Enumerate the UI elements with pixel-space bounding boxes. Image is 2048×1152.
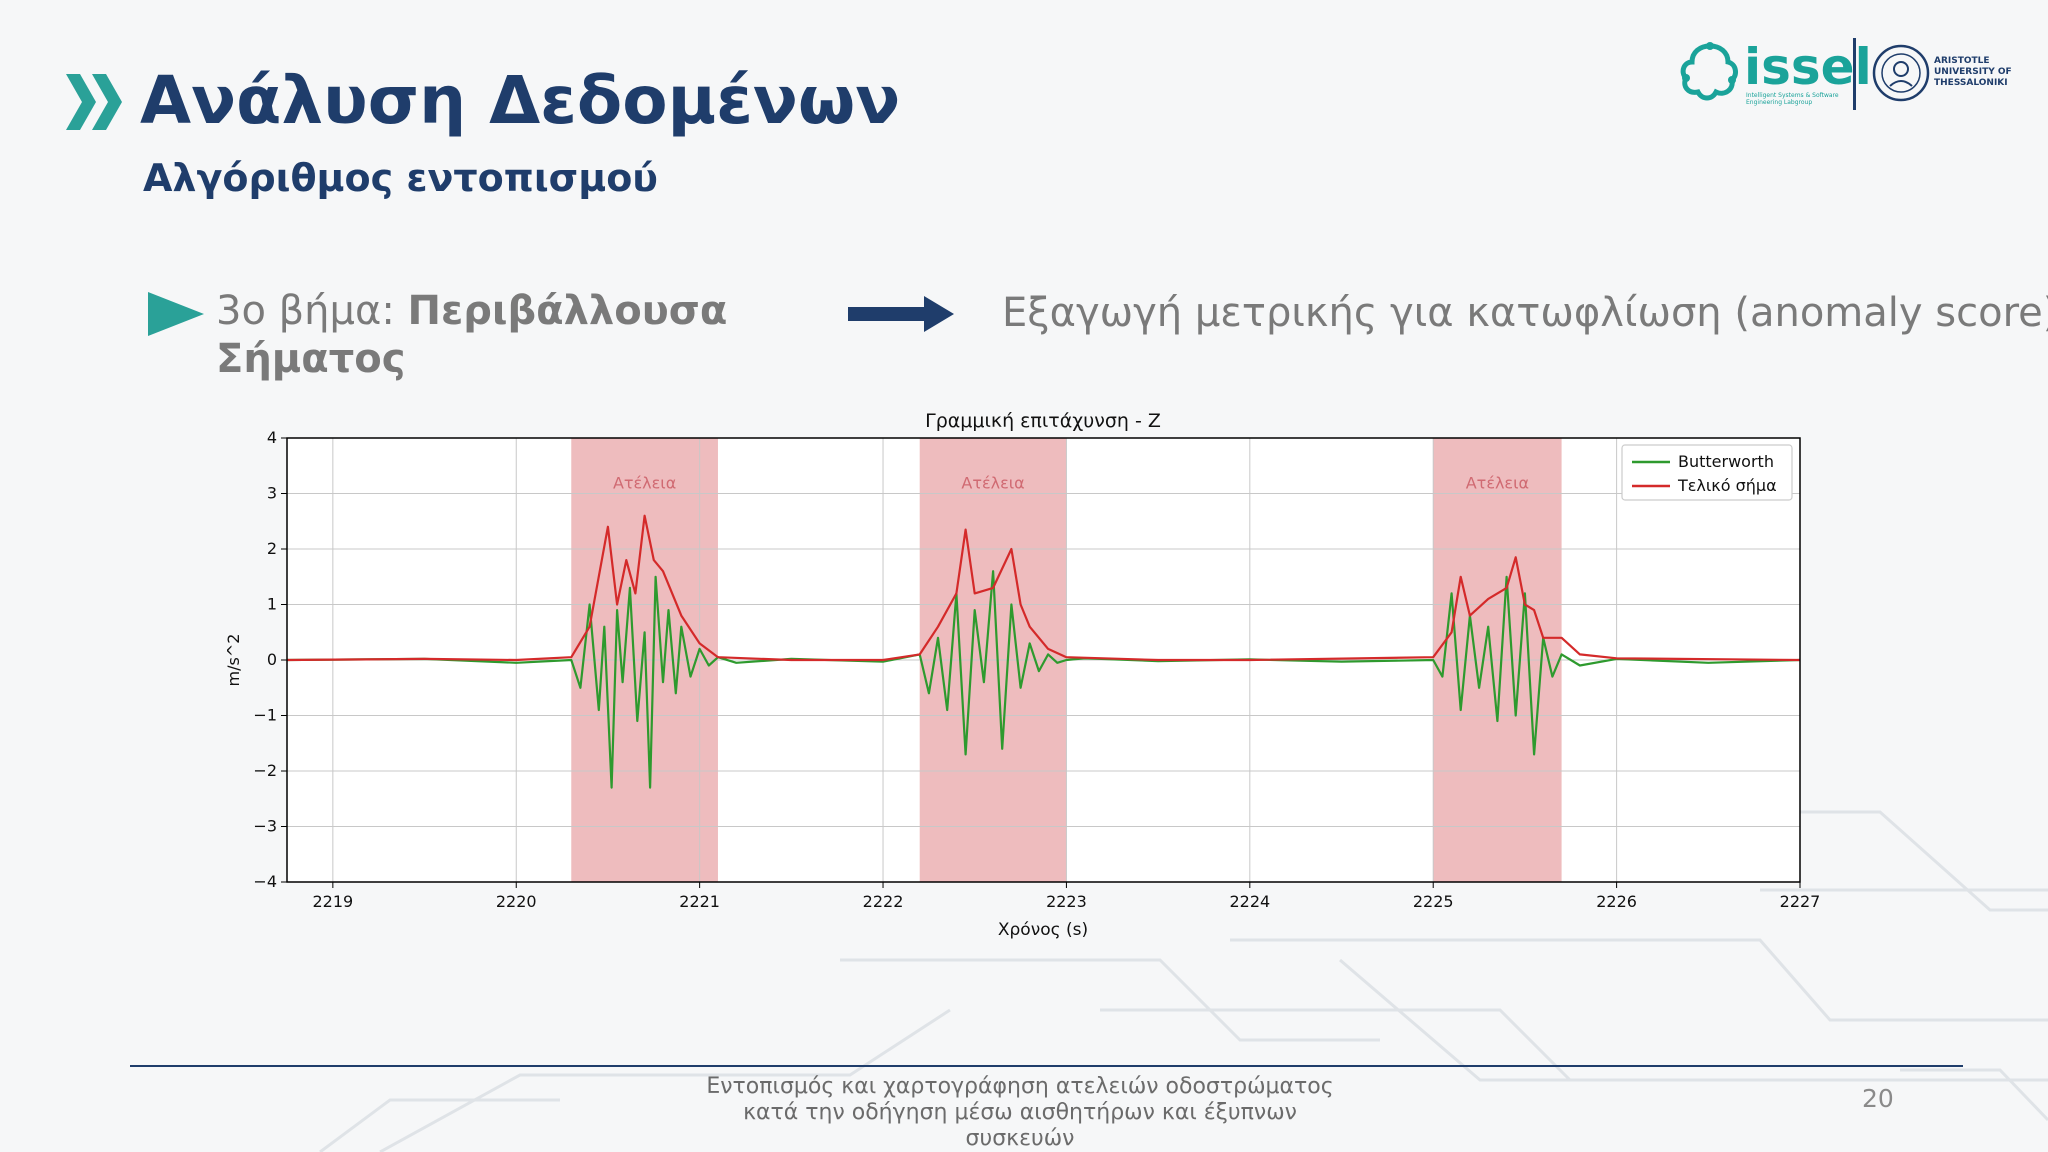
defect-region-label-3: Ατέλεια [1466, 474, 1529, 493]
page-number: 20 [1862, 1084, 1894, 1113]
x-tick-label: 2221 [679, 892, 720, 911]
y-tick-label: 2 [267, 539, 277, 558]
university-seal-icon [1872, 44, 1930, 102]
x-tick-label: 2227 [1780, 892, 1821, 911]
page-subtitle: Αλγόριθμος εντοπισμού [143, 156, 658, 200]
acceleration-chart: Ατέλεια Ατέλεια Ατέλεια 2219 2220 2221 2222 22… [224, 410, 1821, 940]
x-axis-label: Χρόνος (s) [998, 920, 1088, 940]
defect-region-label-1: Ατέλεια [613, 474, 676, 493]
x-tick-label: 2224 [1229, 892, 1270, 911]
legend-label-final-signal: Τελικό σήμα [1677, 476, 1777, 495]
right-arrow-icon [848, 296, 954, 332]
x-tick-label: 2226 [1596, 892, 1637, 911]
footer-text: Εντοπισμός και χαρτογράφηση ατελειών οδο… [706, 1074, 1334, 1151]
university-name: ARISTOTLE UNIVERSITY OF THESSALONIKI [1934, 56, 2012, 88]
step-prefix: 3ο βήμα: [216, 288, 408, 334]
logos: issel Intelligent Systems & Software Eng… [1680, 34, 2012, 114]
y-tick-label: −2 [253, 761, 277, 780]
page-title: Ανάλυση Δεδομένων [140, 62, 901, 139]
series-line-butterworth [286, 570, 1801, 789]
chart-title: Γραμμική επιτάχυνση - Z [925, 410, 1161, 432]
y-tick-label: −4 [253, 872, 277, 891]
step-bold: Περιβάλλουσα Σήματος [216, 288, 728, 382]
y-tick-label: 4 [267, 428, 277, 447]
y-tick-label: 1 [267, 595, 277, 614]
series-line-final-signal [286, 514, 1801, 662]
y-tick-label: 0 [267, 650, 277, 669]
step-text: 3ο βήμα: Περιβάλλουσα Σήματος [216, 287, 776, 383]
issel-logo-icon [1680, 42, 1738, 101]
x-tick-label: 2220 [496, 892, 537, 911]
logo-divider [1853, 38, 1856, 110]
legend-label-butterworth: Butterworth [1678, 452, 1774, 471]
x-tick-label: 2225 [1413, 892, 1454, 911]
issel-tagline: Intelligent Systems & Software Engineeri… [1746, 92, 1839, 106]
result-text: Εξαγωγή μετρικής για κατωφλίωση (anomaly… [1002, 290, 2048, 336]
y-axis-label: m/s^2 [224, 634, 243, 687]
x-tick-label: 2219 [312, 892, 353, 911]
defect-region-label-2: Ατέλεια [961, 474, 1024, 493]
x-tick-label: 2223 [1046, 892, 1087, 911]
triangle-bullet-icon [148, 292, 204, 336]
legend: Butterworth Τελικό σήμα [1621, 444, 1793, 501]
y-tick-label: 3 [267, 484, 277, 503]
y-tick-label: −3 [253, 817, 277, 836]
double-chevron-icon [66, 74, 122, 130]
issel-logo-text: issel [1744, 38, 1872, 96]
x-tick-label: 2222 [863, 892, 904, 911]
footer-divider [130, 1065, 1963, 1067]
y-tick-label: −1 [253, 706, 277, 725]
